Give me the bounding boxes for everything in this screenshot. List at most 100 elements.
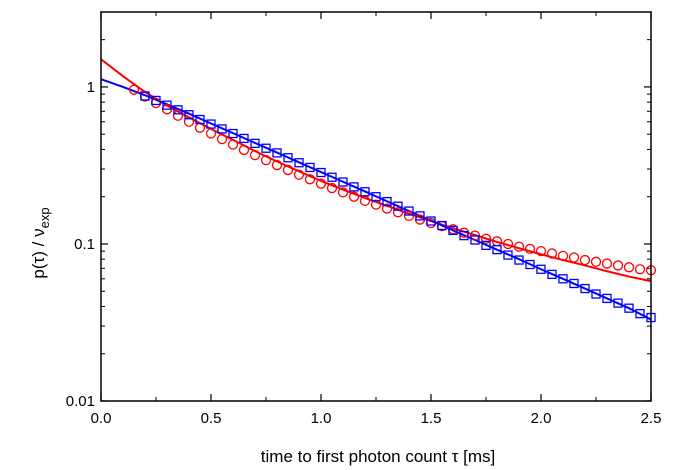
red-circle-marker — [348, 191, 360, 202]
blue-square-marker — [140, 91, 150, 101]
red-circle-marker — [326, 182, 338, 194]
blue-square-marker — [217, 124, 227, 134]
blue-square-marker — [536, 264, 546, 274]
blue-square-marker — [272, 148, 282, 158]
blue-square-marker — [503, 250, 513, 260]
axis-ticks — [100, 11, 652, 402]
blue-square-marker — [151, 95, 161, 106]
blue-square-marker — [283, 153, 293, 163]
plot-frame — [100, 11, 652, 402]
red-circle-marker — [128, 84, 140, 95]
red-circle-marker — [260, 154, 272, 166]
red-circle-marker — [282, 164, 294, 176]
red-circle-marker — [590, 256, 602, 267]
blue-square-marker — [404, 206, 414, 216]
y-tick-label: 0.01 — [66, 393, 95, 410]
blue-square-marker — [613, 298, 623, 308]
y-axis-title-subscript: exp — [37, 207, 52, 228]
red-circle-marker — [601, 258, 613, 269]
blue-square-marker — [569, 278, 579, 289]
x-axis-title: time to first photon count τ [ms] — [261, 447, 495, 466]
red-circle-marker — [502, 238, 514, 250]
x-tick-label: 0.0 — [91, 410, 112, 427]
y-axis-title: p(τ) / νexp — [29, 207, 52, 278]
x-tick-label: 2.0 — [531, 410, 552, 427]
blue-square-marker — [349, 182, 359, 192]
red-circle-marker — [524, 243, 536, 255]
red-circle-marker — [359, 195, 371, 207]
blue-square-marker — [591, 289, 601, 299]
blue-square-marker — [360, 187, 370, 197]
y-tick-label: 0.1 — [74, 236, 95, 253]
blue-square-marker — [305, 162, 315, 173]
blue-square-marker — [580, 283, 590, 294]
x-tick-label: 1.0 — [311, 410, 332, 427]
blue-square-marker — [250, 138, 260, 149]
red-circle-marker — [403, 210, 415, 222]
blue-square-marker — [371, 192, 381, 202]
blue-square-marker — [195, 114, 205, 125]
y-axis-title-main: p(τ) / ν — [29, 228, 48, 278]
red-circle-marker — [579, 254, 591, 266]
x-tick-label: 1.5 — [421, 410, 442, 427]
red-circle-marker — [623, 262, 635, 273]
red-circle-marker — [315, 178, 327, 189]
red-circle-marker — [216, 133, 228, 145]
red-circle-marker — [183, 116, 195, 127]
blue-square-marker — [294, 158, 304, 168]
blue-square-marker — [492, 244, 502, 255]
red-circle-marker — [612, 260, 624, 271]
x-tick-label: 0.5 — [201, 410, 222, 427]
red-circle-marker — [293, 169, 305, 180]
blue-square-marker — [635, 308, 645, 319]
blue-square-marker — [382, 196, 392, 207]
red-circle-marker — [392, 207, 404, 218]
blue-square-marker — [481, 240, 491, 250]
blue-square-marker — [448, 225, 458, 236]
blue-square-marker — [228, 128, 238, 139]
blue-square-marker — [525, 259, 535, 270]
red-circle-marker — [271, 159, 283, 171]
red-circle-marker — [304, 174, 316, 185]
blue-square-marker — [173, 105, 183, 115]
blue-square-marker — [470, 235, 480, 245]
red-circle-marker — [249, 149, 261, 161]
blue-square-marker — [514, 255, 524, 265]
blue-square-marker — [393, 201, 403, 211]
blue-square-marker — [624, 303, 634, 313]
red-circle-marker — [557, 250, 569, 262]
blue-square-marker — [162, 100, 172, 110]
red-circle-marker — [381, 203, 393, 214]
red-circle-marker — [568, 252, 580, 263]
blue-square-marker — [206, 119, 216, 129]
y-tick-label: 1 — [87, 79, 95, 96]
x-tick-label: 2.5 — [641, 410, 662, 427]
blue-square-marker — [316, 167, 326, 178]
fit-curves — [100, 58, 652, 321]
blue-square-marker — [239, 133, 249, 144]
data-markers — [128, 84, 657, 323]
red-fit-curve — [100, 58, 652, 283]
red-circle-marker — [634, 264, 646, 275]
red-circle-marker — [546, 248, 558, 259]
blue-square-marker — [338, 177, 348, 187]
tick-labels: 0.0 0.5 1.0 1.5 2.0 2.5 0.01 0.1 1 — [66, 79, 662, 427]
red-circle-marker — [227, 139, 239, 150]
red-circle-marker — [172, 110, 184, 121]
blue-square-marker — [602, 293, 612, 304]
red-circle-marker — [238, 144, 250, 156]
red-circle-marker — [480, 233, 492, 244]
blue-square-marker — [415, 211, 425, 221]
red-circle-marker — [513, 241, 525, 252]
blue-square-marker — [261, 143, 271, 153]
blue-square-marker — [184, 110, 194, 120]
blue-square-marker — [437, 220, 447, 231]
blue-square-marker — [547, 269, 557, 280]
red-circle-marker — [205, 128, 217, 139]
blue-square-marker — [459, 230, 469, 241]
blue-square-marker — [426, 216, 436, 226]
blue-square-marker — [327, 172, 337, 182]
red-circle-marker — [337, 187, 349, 198]
red-circle-marker — [194, 122, 206, 133]
